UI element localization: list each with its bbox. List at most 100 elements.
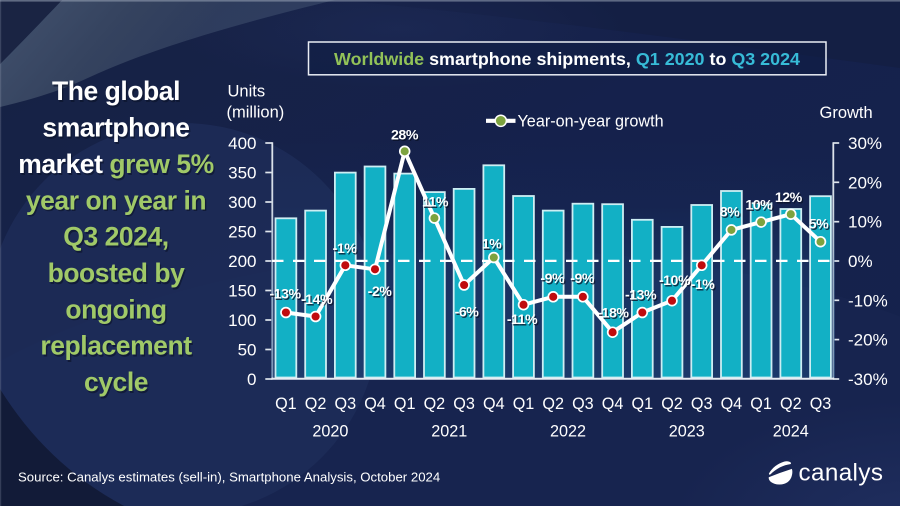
svg-text:0%: 0% <box>848 252 873 271</box>
svg-text:0: 0 <box>247 370 256 389</box>
svg-text:Q1: Q1 <box>513 395 535 413</box>
svg-text:-1%: -1% <box>692 278 717 294</box>
svg-text:-2%: -2% <box>368 284 393 300</box>
svg-text:400: 400 <box>228 134 256 153</box>
svg-text:replacement: replacement <box>42 333 194 363</box>
svg-text:300: 300 <box>228 193 256 212</box>
svg-text:200: 200 <box>228 252 256 271</box>
svg-text:2021: 2021 <box>431 423 467 441</box>
svg-text:year on year in: year on year in <box>26 185 206 215</box>
svg-text:Year-on-year growth: Year-on-year growth <box>518 113 664 131</box>
svg-text:-13%: -13% <box>269 287 301 303</box>
svg-text:Q1: Q1 <box>631 395 653 413</box>
svg-text:-2%: -2% <box>369 285 394 301</box>
svg-text:12%: 12% <box>775 190 803 206</box>
svg-text:-9%: -9% <box>571 272 596 288</box>
svg-text:10%: 10% <box>747 199 775 215</box>
svg-text:-11%: -11% <box>508 313 539 329</box>
svg-text:boosted by: boosted by <box>48 258 186 288</box>
svg-text:11%: 11% <box>423 196 450 212</box>
svg-text:ongoing: ongoing <box>67 296 168 326</box>
svg-text:-13%: -13% <box>625 288 657 304</box>
svg-text:2023: 2023 <box>669 423 705 441</box>
svg-text:Q2: Q2 <box>542 395 564 413</box>
svg-text:5%: 5% <box>810 218 830 234</box>
svg-text:-1%: -1% <box>334 242 359 258</box>
svg-text:1%: 1% <box>482 237 502 253</box>
svg-text:ongoing: ongoing <box>65 294 166 324</box>
svg-text:-10%: -10% <box>848 291 888 310</box>
svg-text:Growth: Growth <box>820 104 873 122</box>
svg-text:Worldwide smartphone shipments: Worldwide smartphone shipments, Q1 2020 … <box>334 49 800 69</box>
svg-text:-9%: -9% <box>540 271 565 287</box>
svg-text:-14%: -14% <box>302 293 334 309</box>
svg-text:8%: 8% <box>721 206 741 222</box>
svg-text:boosted by: boosted by <box>49 260 187 290</box>
svg-text:canalys: canalys <box>799 460 884 487</box>
svg-text:20%: 20% <box>848 173 882 192</box>
svg-text:Source: Canalys estimates (sel: Source: Canalys estimates (sell-in), Sma… <box>18 470 440 485</box>
svg-text:cycle: cycle <box>85 369 149 399</box>
svg-text:2024: 2024 <box>773 423 809 441</box>
svg-text:Q3 2024,: Q3 2024, <box>65 224 170 254</box>
svg-text:year on year in: year on year in <box>27 187 207 217</box>
svg-text:-18%: -18% <box>599 307 631 323</box>
svg-text:-20%: -20% <box>848 331 888 350</box>
svg-text:100: 100 <box>228 311 256 330</box>
svg-text:-9%: -9% <box>542 272 567 288</box>
svg-text:The global: The global <box>53 78 181 108</box>
svg-text:-9%: -9% <box>570 271 595 287</box>
svg-text:Q3: Q3 <box>453 395 475 413</box>
svg-text:1%: 1% <box>483 238 503 254</box>
svg-text:smartphone: smartphone <box>42 113 189 143</box>
svg-text:-13%: -13% <box>626 289 658 305</box>
svg-text:-30%: -30% <box>848 370 888 389</box>
svg-text:250: 250 <box>228 223 256 242</box>
svg-text:-6%: -6% <box>455 305 480 321</box>
svg-text:Q2: Q2 <box>780 395 802 413</box>
svg-text:30%: 30% <box>848 134 882 153</box>
svg-text:11%: 11% <box>422 195 449 211</box>
svg-text:Q4: Q4 <box>721 395 743 413</box>
svg-text:Q3: Q3 <box>691 395 713 413</box>
svg-text:50: 50 <box>238 341 257 360</box>
svg-text:-10%: -10% <box>660 274 692 290</box>
svg-text:-13%: -13% <box>271 288 303 304</box>
svg-text:-6%: -6% <box>456 306 481 322</box>
svg-text:smartphone: smartphone <box>44 114 191 144</box>
svg-text:Q3: Q3 <box>334 395 356 413</box>
svg-text:Q1: Q1 <box>750 395 772 413</box>
svg-text:Q1: Q1 <box>275 395 297 413</box>
svg-text:-11%: -11% <box>507 312 538 328</box>
svg-text:Q2: Q2 <box>305 395 327 413</box>
svg-text:The global: The global <box>52 76 180 106</box>
svg-text:12%: 12% <box>776 191 804 207</box>
svg-text:28%: 28% <box>391 128 419 144</box>
svg-text:-1%: -1% <box>333 241 358 257</box>
svg-text:Q3: Q3 <box>572 395 594 413</box>
svg-text:28%: 28% <box>392 129 420 145</box>
svg-text:2022: 2022 <box>550 423 586 441</box>
svg-text:150: 150 <box>228 282 256 301</box>
svg-text:Q4: Q4 <box>483 395 505 413</box>
svg-text:(million): (million) <box>227 104 285 122</box>
svg-text:-18%: -18% <box>597 306 629 322</box>
svg-text:Q3 2024,: Q3 2024, <box>63 222 168 252</box>
svg-text:Q3: Q3 <box>810 395 832 413</box>
svg-text:5%: 5% <box>809 217 829 233</box>
svg-text:cycle: cycle <box>84 367 148 397</box>
svg-text:market grew 5%: market grew 5% <box>20 151 216 181</box>
svg-text:Q4: Q4 <box>364 395 386 413</box>
svg-text:-14%: -14% <box>301 292 333 308</box>
svg-text:Units: Units <box>228 83 266 101</box>
svg-text:Q2: Q2 <box>424 395 446 413</box>
svg-text:350: 350 <box>228 164 256 183</box>
svg-text:replacement: replacement <box>40 331 192 361</box>
svg-text:-10%: -10% <box>659 273 691 289</box>
svg-text:market grew 5%: market grew 5% <box>18 149 214 179</box>
svg-text:8%: 8% <box>720 205 740 221</box>
svg-text:Q4: Q4 <box>602 395 624 413</box>
svg-text:10%: 10% <box>745 198 773 214</box>
svg-text:Q2: Q2 <box>661 395 683 413</box>
svg-text:10%: 10% <box>848 213 882 232</box>
